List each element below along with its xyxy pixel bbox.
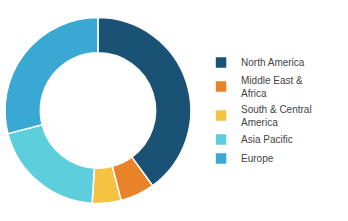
svg-text:South & CentralAmerica: South & CentralAmerica [241, 104, 312, 128]
svg-text:Europe: Europe [241, 153, 274, 164]
svg-text:Middle East &Africa: Middle East &Africa [241, 75, 303, 99]
svg-text:Asia Pacific: Asia Pacific [241, 134, 293, 145]
svg-text:North America: North America [241, 57, 305, 68]
